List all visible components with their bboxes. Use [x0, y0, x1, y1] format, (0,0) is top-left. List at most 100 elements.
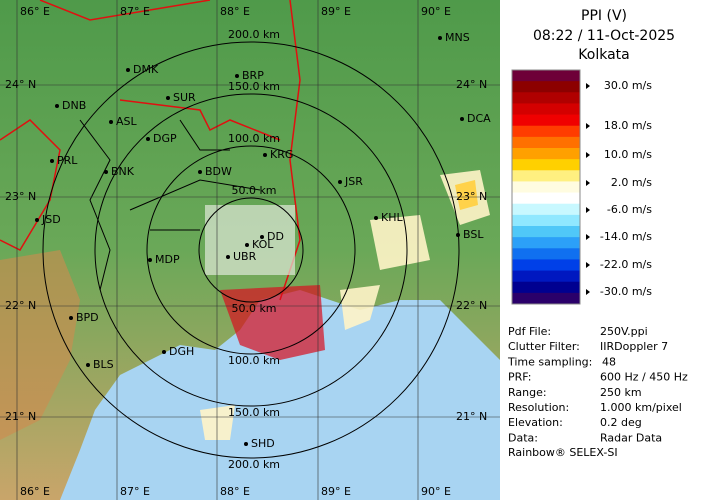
legend-arrow: [586, 207, 590, 213]
lon-label: 86° E: [20, 5, 50, 18]
lat-label: 22° N: [5, 299, 36, 312]
legend-arrow: [586, 152, 590, 158]
city-label: SUR: [173, 91, 196, 104]
city-label: DNB: [62, 99, 86, 112]
info-key: Elevation:: [508, 416, 563, 429]
lat-label: 23° N: [456, 190, 487, 203]
range-ring: [198, 197, 304, 303]
legend-swatch: [512, 159, 580, 171]
legend-arrow: [586, 262, 590, 268]
city-dot: [263, 153, 267, 157]
city-dot: [86, 363, 90, 367]
legend-swatch: [512, 92, 580, 104]
legend-label: -14.0 m/s: [600, 230, 652, 243]
lon-label: 89° E: [321, 5, 351, 18]
range-label: 200.0 km: [228, 28, 280, 41]
city-dot: [338, 180, 342, 184]
city-dot: [456, 233, 460, 237]
lon-label: 90° E: [421, 5, 451, 18]
city-label: BDW: [205, 165, 232, 178]
lat-label: 24° N: [5, 78, 36, 91]
info-value: 250 km: [600, 386, 642, 399]
info-key: Resolution:: [508, 401, 569, 414]
map: 86° E 86° E 87° E 87° E 88° E 88° E 89° E 89° E…: [0, 0, 500, 500]
range-ring: [94, 93, 408, 407]
legend-swatch: [512, 81, 580, 93]
city-dot: [148, 258, 152, 262]
city-label: BLS: [93, 358, 114, 371]
city-label: KRG: [270, 148, 293, 161]
panel-title: PPI (V): [581, 8, 627, 24]
city-dot: [438, 36, 442, 40]
panel-time: 08:22 / 11-Oct-2025: [533, 28, 675, 44]
lat-label: 22° N: [456, 299, 487, 312]
city-dot: [198, 170, 202, 174]
legend-label: -6.0 m/s: [607, 203, 652, 216]
lon-label: 89° E: [321, 485, 351, 498]
legend-swatch: [512, 103, 580, 116]
city-dot: [245, 243, 249, 247]
city-dot: [162, 350, 166, 354]
range-ring: [42, 41, 460, 459]
city-dot: [374, 216, 378, 220]
legend-arrow: [586, 289, 590, 295]
legend-label: 2.0 m/s: [611, 176, 652, 189]
range-ring: [146, 145, 356, 355]
city-dot: [260, 235, 264, 239]
legend-swatch: [512, 259, 580, 272]
echo-yellow: [455, 180, 478, 210]
lon-label: 90° E: [421, 485, 451, 498]
city-label: BSL: [463, 228, 484, 241]
legend-swatch: [512, 214, 580, 227]
legend-swatch: [512, 192, 580, 205]
legend-swatch: [512, 226, 580, 238]
city-label: MNS: [445, 31, 470, 44]
lat-label: 21° N: [5, 410, 36, 423]
city-label: DGP: [153, 132, 177, 145]
city-dot: [50, 159, 54, 163]
city-dot: [166, 96, 170, 100]
legend-swatch: [512, 170, 580, 182]
city-label: ASL: [116, 115, 138, 128]
info-key: Time sampling:: [507, 355, 592, 368]
city-label: SHD: [251, 437, 275, 450]
city-label: BRP: [242, 69, 264, 82]
legend-arrow: [586, 83, 590, 89]
lon-label: 87° E: [120, 5, 150, 18]
info-key: Pdf File:: [508, 325, 551, 338]
info-key: PRF:: [508, 371, 531, 384]
footer: Rainbow® SELEX-SI: [508, 446, 618, 459]
info-value: 1.000 km/pixel: [600, 401, 682, 414]
echo-light: [200, 170, 490, 440]
legend-arrow: [586, 180, 590, 186]
clutter: [205, 205, 295, 275]
info-value: Radar Data: [600, 431, 662, 444]
lon-label: 88° E: [220, 5, 250, 18]
lat-label: 24° N: [456, 78, 487, 91]
city-label: DD: [267, 230, 284, 243]
city-dot: [126, 68, 130, 72]
city-label: MDP: [155, 253, 180, 266]
city-dot: [226, 255, 230, 259]
legend-label: 10.0 m/s: [604, 148, 652, 161]
echo-red: [220, 285, 325, 360]
borders: [0, 0, 301, 301]
city-label: DCA: [467, 112, 491, 125]
city-dot: [104, 170, 108, 174]
legend-swatch: [512, 270, 580, 283]
lat-label: 23° N: [5, 190, 36, 203]
city-dot: [35, 218, 39, 222]
info-value: 250V.ppi: [600, 325, 648, 338]
lon-label: 88° E: [220, 485, 250, 498]
city-label: BNK: [111, 165, 135, 178]
legend-label: 18.0 m/s: [604, 119, 652, 132]
range-label: 50.0 km: [231, 302, 276, 315]
range-label: 150.0 km: [228, 80, 280, 93]
legend-swatch: [512, 248, 580, 260]
legend-swatch: [512, 136, 580, 149]
range-label: 100.0 km: [228, 354, 280, 367]
range-label: 200.0 km: [228, 458, 280, 471]
city-dot: [55, 104, 59, 108]
